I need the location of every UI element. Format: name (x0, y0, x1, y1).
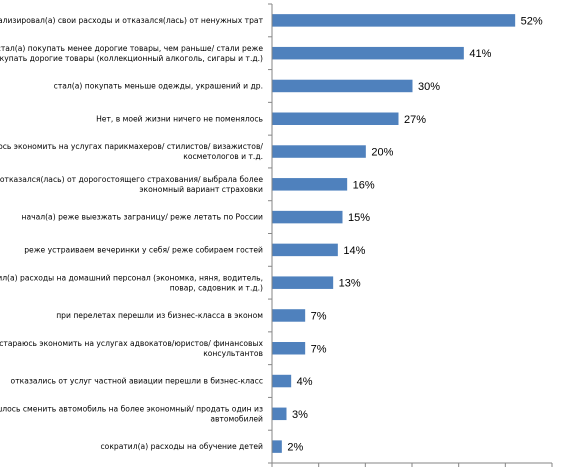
category-label-line: экономный вариант страховки (139, 185, 263, 194)
category-label-4: Нет, в моей жизни ничего не поменялось (96, 114, 263, 123)
category-label-line: Нет, в моей жизни ничего не поменялось (96, 114, 263, 123)
bar-1 (272, 14, 516, 27)
bar-7 (272, 210, 343, 224)
category-label-line: пришлось сменить автомобиль на более эко… (0, 404, 263, 413)
value-label-10: 7% (311, 310, 327, 322)
value-label-3: 30% (418, 81, 440, 93)
category-label-8: реже устраиваем вечеринки у себя/ реже с… (24, 245, 263, 254)
category-label-12: отказались от услуг частной авиации пере… (11, 377, 263, 386)
category-label-line: стараюсь экономить на услугах парикмахер… (0, 142, 263, 151)
category-label-6: отказался(лась) от дорогостоящего страхо… (0, 175, 263, 194)
category-label-3: стал(а) покупать меньше одежды, украшени… (54, 82, 263, 91)
category-label-line: стараюсь экономить на услугах адвокатов/… (0, 339, 264, 348)
value-label-2: 41% (469, 48, 491, 60)
value-label-4: 27% (404, 114, 426, 126)
bar-4 (272, 112, 399, 125)
category-label-line: консультантов (203, 349, 263, 358)
bar-11 (272, 342, 306, 355)
category-label-line: проанализировал(а) свои расходы и отказа… (0, 16, 264, 25)
value-label-1: 52% (521, 15, 543, 27)
category-label-line: сократил(а) расходы на домашний персонал… (0, 273, 263, 282)
value-label-8: 14% (343, 245, 365, 257)
bar-5 (272, 145, 366, 158)
bar-12 (272, 374, 292, 388)
axes (268, 3, 553, 467)
bar-3 (272, 79, 413, 93)
category-label-line: сократил(а) расходы на обучение детей (101, 442, 264, 451)
category-label-line: при перелетах перешли из бизнес-класса в… (56, 311, 263, 320)
value-label-11: 7% (311, 343, 327, 355)
category-label-1: проанализировал(а) свои расходы и отказа… (0, 16, 264, 25)
bar-9 (272, 276, 334, 289)
category-label-14: сократил(а) расходы на обучение детей (101, 442, 264, 451)
category-label-line: повар, садовник и т.д.) (170, 283, 263, 292)
category-label-line: начал(а) реже выезжать заграницу/ реже л… (21, 213, 263, 222)
bar-14 (272, 440, 282, 453)
category-labels: проанализировал(а) свои расходы и отказа… (0, 16, 264, 451)
category-label-5: стараюсь экономить на услугах парикмахер… (0, 142, 263, 161)
bar-13 (272, 407, 287, 421)
category-label-line: отказался(лась) от дорогостоящего страхо… (0, 175, 263, 184)
category-label-2: стал(а) покупать менее дорогие товары, ч… (0, 44, 263, 63)
value-label-5: 20% (371, 147, 393, 159)
category-label-10: при перелетах перешли из бизнес-класса в… (56, 311, 263, 320)
category-label-line: реже устраиваем вечеринки у себя/ реже с… (24, 245, 263, 254)
category-label-9: сократил(а) расходы на домашний персонал… (0, 273, 263, 292)
value-label-14: 2% (287, 442, 303, 454)
category-label-7: начал(а) реже выезжать заграницу/ реже л… (21, 213, 263, 222)
category-label-11: стараюсь экономить на услугах адвокатов/… (0, 339, 264, 358)
value-label-13: 3% (292, 409, 308, 421)
value-labels: 52% 41% 30% 27% 20% 16% 15% 14% 13% 7% 7% 4% 3% 2% (287, 15, 543, 453)
bars (272, 14, 516, 453)
bar-10 (272, 309, 306, 322)
bar-2 (272, 46, 464, 60)
bar-8 (272, 243, 338, 257)
value-label-9: 13% (339, 278, 361, 290)
category-label-line: стал(а) покупать менее дорогие товары, ч… (0, 44, 263, 53)
value-label-6: 16% (353, 179, 375, 191)
category-label-line: автомобилей (210, 414, 263, 423)
value-label-12: 4% (297, 376, 313, 388)
category-label-line: покупать дорогие товары (коллекционный а… (0, 54, 263, 63)
bar-6 (272, 178, 348, 191)
category-label-line: косметологов и т.д. (183, 152, 263, 161)
category-label-line: стал(а) покупать меньше одежды, украшени… (54, 82, 263, 91)
value-label-7: 15% (348, 212, 370, 224)
category-label-line: отказались от услуг частной авиации пере… (11, 377, 263, 386)
category-label-13: пришлось сменить автомобиль на более эко… (0, 404, 263, 423)
